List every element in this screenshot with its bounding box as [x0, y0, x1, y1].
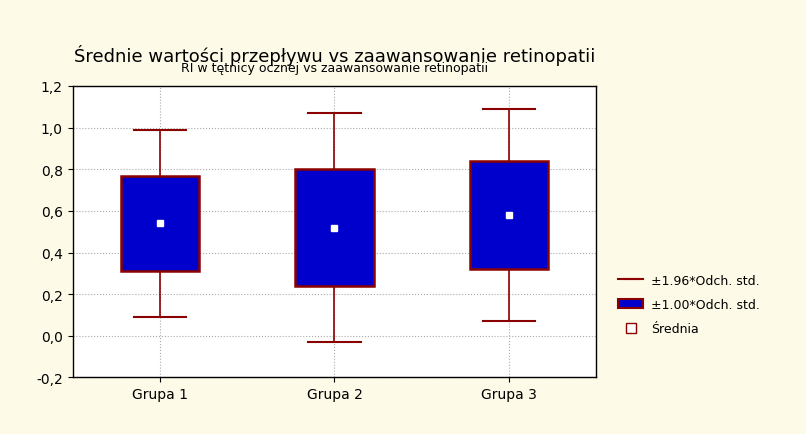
Bar [470, 161, 548, 270]
Legend: ±1.96*Odch. std., ±1.00*Odch. std., Średnia: ±1.96*Odch. std., ±1.00*Odch. std., Śred… [613, 269, 765, 341]
Bar [295, 170, 374, 286]
Title: Średnie wartości przepływu vs zaawansowanie retinopatii: Średnie wartości przepływu vs zaawansowa… [74, 45, 595, 66]
Text: RI w tętnicy ocznej vs zaawansowanie retinopatii: RI w tętnicy ocznej vs zaawansowanie ret… [181, 62, 488, 75]
Bar [121, 176, 199, 272]
